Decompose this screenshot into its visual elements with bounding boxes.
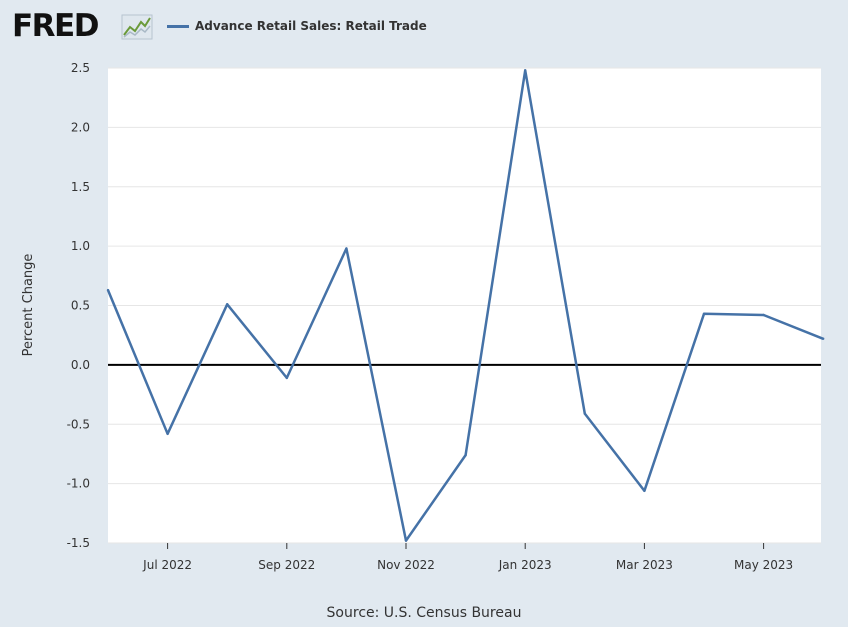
data-point[interactable] [345,247,348,250]
x-tick-label: Mar 2023 [616,558,673,572]
x-tick-label: May 2023 [734,558,793,572]
data-point[interactable] [166,432,169,435]
line-chart-icon [121,14,153,40]
data-point[interactable] [643,489,646,492]
x-tick-label: Sep 2022 [258,558,315,572]
data-point[interactable] [226,303,229,306]
y-tick-label: 1.0 [71,239,90,253]
data-point[interactable] [285,376,288,380]
y-axis-title: Percent Change [21,254,36,357]
data-points [106,69,825,542]
y-tick-label: -1.0 [67,477,90,491]
line-chart[interactable]: -1.5 -1.0 -0.5 0.0 0.5 1.0 1.5 2.0 2.5 Jul 2022 S… [0,0,848,600]
y-axis-ticks: -1.5 -1.0 -0.5 0.0 0.5 1.0 1.5 2.0 2.5 [67,61,90,550]
source-note: Source: U.S. Census Bureau [326,605,522,621]
legend-label: Advance Retail Sales: Retail Trade [195,19,427,33]
chart-legend[interactable]: Advance Retail Sales: Retail Trade [167,16,427,36]
data-point[interactable] [106,288,110,292]
y-tick-label: -0.5 [67,417,90,431]
data-point[interactable] [464,453,467,457]
data-point[interactable] [762,313,765,317]
y-tick-label: 1.5 [71,180,90,194]
fred-logo[interactable]: FRED [12,8,99,44]
y-tick-label: -1.5 [67,536,90,550]
data-point[interactable] [524,69,527,72]
x-tick-label: Nov 2022 [377,558,435,572]
x-tick-label: Jan 2023 [498,558,552,572]
x-tick-label: Jul 2022 [142,558,192,572]
y-tick-label: 0.5 [71,299,90,313]
y-tick-label: 2.5 [71,61,90,75]
data-point[interactable] [404,539,408,542]
chart-header: FRED Advance Retail Sales: Retail Trade [0,0,848,50]
data-point[interactable] [583,412,586,415]
data-point[interactable] [822,337,825,340]
legend-swatch [167,24,189,28]
x-axis-ticks: Jul 2022 Sep 2022 Nov 2022 Jan 2023 Mar 2023… [142,543,793,572]
y-tick-label: 0.0 [71,358,90,372]
y-tick-label: 2.0 [71,120,90,134]
data-point[interactable] [702,312,706,316]
